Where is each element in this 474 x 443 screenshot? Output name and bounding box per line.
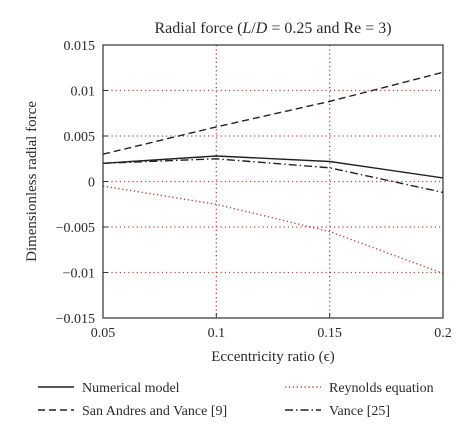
series-line-numerical-model (102, 155, 444, 179)
y-tick-label: −0.015 (56, 312, 95, 327)
series-line-san-andres-and-vance-9 (102, 71, 444, 155)
y-axis-label: Dimensionless radial force (24, 101, 40, 262)
chart-title: Radial force (L/D = 0.25 and Re = 3) (154, 20, 391, 37)
series-line-reynolds-equation (102, 185, 444, 275)
x-tick-label: 0.1 (208, 326, 226, 341)
y-tick-label: 0.01 (71, 85, 96, 100)
y-tick-label: 0 (88, 176, 95, 191)
x-tick-label: 0.2 (434, 326, 452, 341)
title-part: D (255, 20, 268, 37)
title-part: L (241, 20, 251, 37)
legend-label: San Andres and Vance [9] (82, 404, 227, 419)
y-tick-label: 0.015 (64, 39, 96, 54)
y-tick-label: −0.005 (56, 221, 95, 236)
x-axis-label: Eccentricity ratio (ϵ) (211, 349, 335, 365)
title-part: / (251, 20, 256, 37)
y-tick-label: −0.01 (63, 267, 95, 282)
series-line-vance-25 (102, 158, 444, 194)
x-tick-label: 0.05 (91, 326, 116, 341)
title-part: = 0.25 and Re = 3) (267, 20, 391, 37)
x-tick-label: 0.15 (317, 326, 342, 341)
y-tick-label: 0.005 (64, 130, 96, 145)
legend-label: Vance [25] (329, 404, 390, 419)
legend-label: Reynolds equation (329, 381, 434, 396)
legend-label: Numerical model (82, 381, 180, 396)
axis-ticks: 0.05 0.1 0.15 0.2 −0.015 −0.01 −0.005 0 0.005 0.0… (56, 39, 452, 341)
title-part: Radial force ( (154, 20, 242, 37)
grid-lines (103, 45, 443, 318)
series-lines (102, 71, 444, 275)
legend: Numerical model San Andres and Vance [9] R… (38, 381, 434, 419)
